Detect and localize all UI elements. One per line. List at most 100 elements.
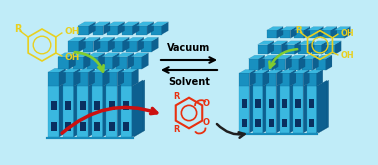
Bar (266, 86, 276, 133)
Polygon shape (317, 80, 327, 133)
Text: OH: OH (65, 28, 80, 36)
Polygon shape (321, 27, 337, 30)
Polygon shape (308, 41, 314, 54)
Polygon shape (77, 68, 95, 72)
Bar (316, 59, 326, 70)
Polygon shape (78, 22, 96, 26)
Bar (294, 30, 304, 38)
Bar (124, 101, 129, 110)
Text: Vacuum: Vacuum (167, 43, 211, 53)
Polygon shape (117, 80, 129, 137)
Bar (92, 86, 103, 137)
Bar (107, 26, 118, 34)
Polygon shape (137, 37, 144, 52)
Polygon shape (294, 27, 310, 30)
Polygon shape (151, 22, 168, 26)
Polygon shape (92, 68, 109, 72)
Bar (302, 59, 312, 70)
Polygon shape (266, 69, 282, 73)
Bar (307, 30, 317, 38)
Polygon shape (276, 69, 282, 86)
Polygon shape (268, 41, 274, 54)
Polygon shape (131, 53, 149, 57)
Bar (296, 99, 301, 108)
Bar (63, 86, 74, 137)
Bar (112, 41, 122, 52)
Bar (307, 86, 317, 133)
Bar (276, 59, 285, 70)
Polygon shape (281, 41, 287, 54)
Polygon shape (103, 80, 114, 137)
Polygon shape (280, 69, 296, 73)
Polygon shape (88, 68, 95, 86)
Polygon shape (331, 27, 337, 38)
Bar (282, 99, 288, 108)
Polygon shape (112, 37, 129, 41)
Polygon shape (312, 55, 319, 70)
Polygon shape (276, 80, 287, 133)
Polygon shape (285, 55, 291, 70)
Bar (136, 26, 147, 34)
Polygon shape (248, 55, 265, 59)
Bar (242, 99, 247, 108)
Polygon shape (290, 27, 296, 38)
Bar (311, 45, 322, 54)
Bar (266, 73, 276, 86)
Bar (80, 122, 86, 131)
Bar (65, 101, 71, 110)
Bar (58, 57, 69, 69)
Bar (325, 45, 335, 54)
Bar (238, 133, 318, 135)
Polygon shape (317, 69, 323, 86)
Text: OH: OH (341, 51, 354, 60)
Polygon shape (136, 22, 154, 26)
Polygon shape (293, 69, 309, 73)
Polygon shape (280, 27, 296, 30)
Text: O: O (203, 99, 210, 108)
Bar (248, 59, 259, 70)
Polygon shape (126, 37, 144, 41)
Bar (289, 59, 299, 70)
Bar (77, 72, 88, 86)
Bar (73, 57, 84, 69)
Polygon shape (290, 80, 300, 133)
Polygon shape (263, 69, 269, 86)
Polygon shape (249, 80, 260, 133)
Bar (87, 57, 98, 69)
Bar (293, 86, 303, 133)
Bar (65, 122, 71, 131)
Polygon shape (48, 68, 66, 72)
Polygon shape (322, 41, 328, 54)
Polygon shape (93, 37, 100, 52)
Polygon shape (134, 80, 145, 137)
Bar (255, 119, 260, 127)
Bar (309, 99, 314, 108)
Polygon shape (74, 68, 80, 86)
Bar (51, 122, 57, 131)
Polygon shape (152, 37, 158, 52)
Bar (285, 45, 295, 54)
Polygon shape (59, 68, 66, 86)
Text: R: R (14, 24, 22, 34)
Polygon shape (289, 55, 305, 59)
Polygon shape (113, 53, 119, 69)
Polygon shape (93, 22, 110, 26)
Polygon shape (304, 27, 310, 38)
Polygon shape (302, 55, 319, 59)
Polygon shape (73, 53, 90, 57)
Bar (68, 41, 79, 52)
Bar (48, 72, 59, 86)
Polygon shape (118, 22, 125, 34)
Bar (255, 99, 260, 108)
Bar (46, 137, 134, 139)
Bar (80, 101, 86, 110)
Bar (122, 26, 133, 34)
Polygon shape (239, 69, 256, 73)
Bar (93, 26, 104, 34)
Polygon shape (271, 41, 287, 45)
Bar (109, 101, 115, 110)
Polygon shape (58, 53, 76, 57)
Bar (106, 86, 117, 137)
Polygon shape (316, 55, 332, 59)
Polygon shape (318, 80, 328, 133)
